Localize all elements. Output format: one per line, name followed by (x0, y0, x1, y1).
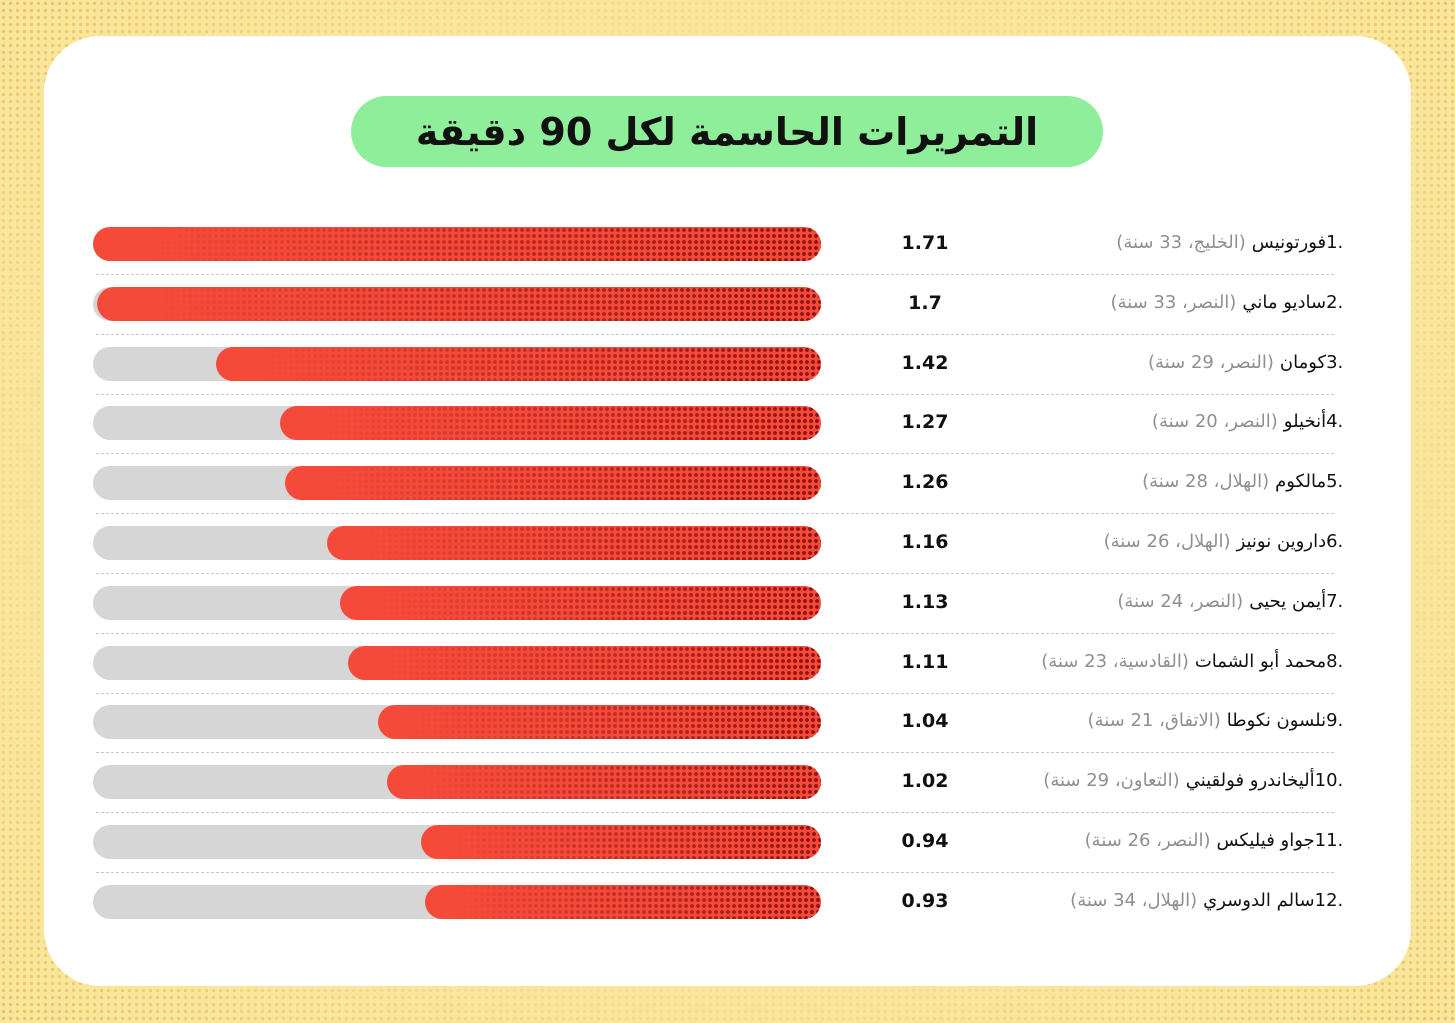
bar-track (93, 286, 821, 321)
bar-fill (327, 526, 821, 560)
bar-fill (425, 884, 821, 919)
bar-fill (97, 286, 821, 321)
bar-fill (216, 346, 821, 381)
bar-fill (284, 466, 821, 501)
bar-value-label: 1.11 (901, 650, 949, 673)
bar-value-label: 1.16 (901, 531, 949, 553)
row-divider (96, 872, 1334, 873)
bar-value-label: 1.7 (908, 291, 942, 314)
bar-value-label: 1.02 (901, 770, 949, 793)
row-divider (96, 513, 1334, 515)
bar-value-label: 0.94 (901, 830, 949, 852)
player-name: داروين نونيز (1236, 531, 1327, 552)
player-rank: 8. (1326, 650, 1349, 672)
bar-value-label: 1.71 (901, 232, 949, 254)
bar-track (93, 645, 821, 680)
player-rank: 6. (1326, 531, 1349, 552)
player-label: 3. كومان(النصر، 29 سنة) (1148, 352, 1349, 373)
player-rank: 1. (1326, 232, 1349, 253)
bar-track (93, 406, 821, 441)
player-rank: 2. (1326, 291, 1349, 313)
bar-value-label: 1.13 (901, 590, 949, 613)
bar-fill (93, 227, 821, 261)
player-rank: 11. (1314, 830, 1349, 851)
bar-value-label: 1.27 (901, 411, 949, 434)
player-team-age: (النصر، 20 سنة) (1151, 411, 1278, 433)
bar-track (93, 765, 821, 800)
bar-track (93, 705, 821, 740)
player-team-age: (الهلال، 28 سنة) (1142, 471, 1270, 493)
player-rank: 7. (1326, 590, 1349, 612)
player-name: نلسون نكوطا (1226, 710, 1327, 732)
player-label: 1. فورتونيس(الخليج، 33 سنة) (1116, 232, 1349, 253)
bar-fill (420, 825, 821, 859)
row-divider (96, 752, 1334, 754)
player-name: محمد أبو الشمات (1194, 650, 1327, 672)
row-divider (96, 573, 1334, 574)
bar-fill (348, 645, 821, 680)
player-rank: 12. (1314, 889, 1349, 911)
bar-fill (378, 705, 821, 740)
bar-value-label: 1.04 (901, 710, 949, 733)
bar-track (93, 884, 821, 919)
row-divider (96, 453, 1334, 455)
player-name: ساديو ماني (1242, 291, 1327, 313)
player-label: 2. ساديو ماني(النصر، 33 سنة) (1110, 292, 1349, 313)
player-label: 9. نلسون نكوطا(الاتفاق، 21 سنة) (1088, 710, 1349, 731)
player-team-age: (النصر، 24 سنة) (1117, 590, 1244, 612)
player-name: أنخيلو (1283, 411, 1327, 433)
row-divider (96, 393, 1334, 395)
row-divider (96, 632, 1334, 634)
player-label: 11. جواو فيليكس(النصر، 26 سنة) (1085, 830, 1349, 851)
player-name: مالكوم (1275, 471, 1327, 493)
player-label: 10. أليخاندرو فولقيني(التعاون، 29 سنة) (1043, 770, 1349, 791)
bar-fill (280, 406, 821, 441)
chart-card: التمريرات الحاسمة لكل 90 دقيقة 1.71 1. فو… (44, 36, 1411, 986)
player-team-age: (الهلال، 34 سنة) (1070, 889, 1198, 911)
row-divider (96, 274, 1334, 275)
player-team-age: (القادسية، 23 سنة) (1041, 650, 1189, 672)
bar-track (93, 585, 821, 620)
bar-track (93, 825, 821, 859)
player-name: جواو فيليكس (1216, 830, 1315, 851)
player-name: سالم الدوسري (1203, 889, 1315, 911)
bar-track (93, 466, 821, 501)
player-label: 12. سالم الدوسري(الهلال، 34 سنة) (1070, 890, 1349, 911)
player-label: 6. داروين نونيز(الهلال، 26 سنة) (1104, 531, 1349, 552)
player-team-age: (الهلال، 26 سنة) (1103, 531, 1231, 552)
player-label: 7. أيمن يحيى(النصر، 24 سنة) (1117, 591, 1349, 612)
player-team-age: (التعاون، 29 سنة) (1043, 770, 1180, 792)
player-team-age: (الخليج، 33 سنة) (1116, 232, 1246, 253)
row-divider (96, 333, 1334, 335)
bar-value-label: 1.26 (901, 471, 949, 494)
row-divider (96, 692, 1334, 694)
player-team-age: (النصر، 29 سنة) (1148, 351, 1274, 373)
bar-fill (339, 585, 821, 620)
chart-title: التمريرات الحاسمة لكل 90 دقيقة (415, 109, 1039, 154)
player-rank: 3. (1326, 351, 1349, 373)
row-divider (96, 812, 1334, 814)
player-rank: 10. (1314, 770, 1349, 792)
player-name: أليخاندرو فولقيني (1185, 770, 1315, 792)
player-rank: 4. (1326, 411, 1349, 433)
player-name: فورتونيس (1251, 232, 1327, 253)
player-rank: 9. (1326, 710, 1349, 732)
bar-track (93, 227, 821, 261)
bar-track (93, 526, 821, 560)
player-label: 4. أنخيلو(النصر، 20 سنة) (1152, 411, 1349, 432)
chart-title-pill: التمريرات الحاسمة لكل 90 دقيقة (351, 96, 1103, 167)
bar-value-label: 0.93 (901, 889, 949, 912)
player-label: 5. مالكوم(الهلال، 28 سنة) (1142, 471, 1349, 492)
player-name: كومان (1279, 351, 1327, 373)
bar-fill (386, 765, 821, 800)
bar-value-label: 1.42 (901, 351, 949, 374)
player-label: 8. محمد أبو الشمات(القادسية، 23 سنة) (1041, 651, 1349, 672)
bar-track (93, 346, 821, 381)
player-team-age: (الاتفاق، 21 سنة) (1087, 710, 1221, 732)
player-name: أيمن يحيى (1249, 590, 1327, 612)
player-rank: 5. (1326, 471, 1349, 493)
player-team-age: (النصر، 26 سنة) (1084, 830, 1211, 851)
player-team-age: (النصر، 33 سنة) (1110, 291, 1237, 313)
